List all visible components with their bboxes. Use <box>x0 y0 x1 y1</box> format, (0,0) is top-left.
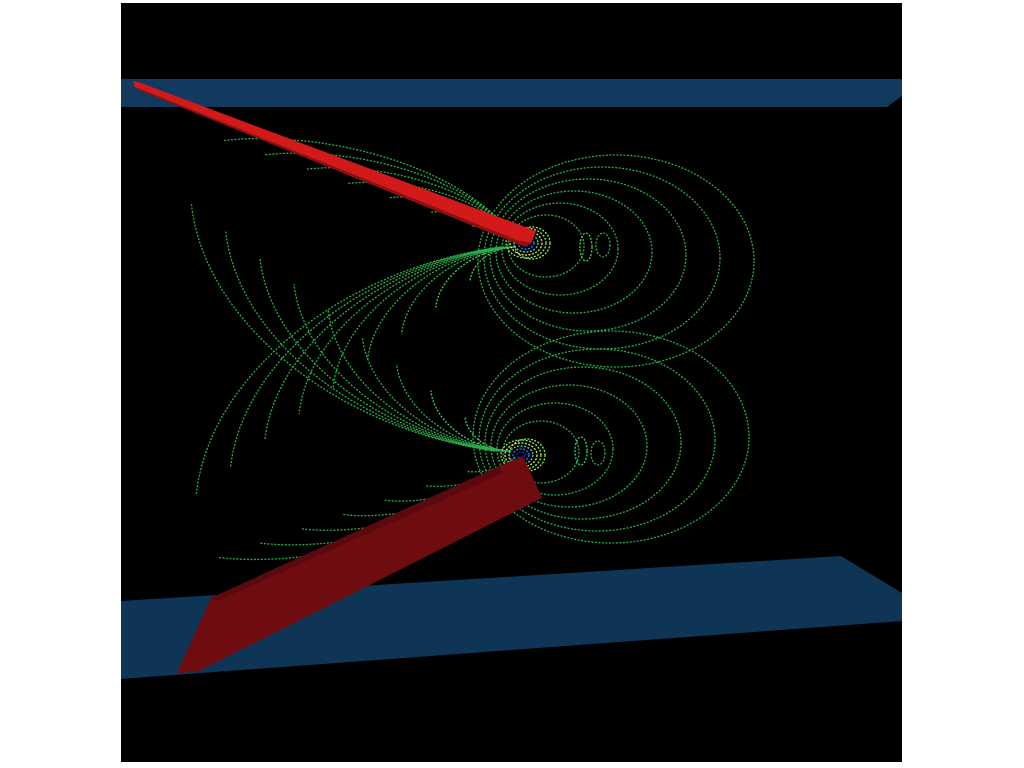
flow-visualization-scene <box>121 3 902 762</box>
wake-contour <box>495 190 653 314</box>
pressure-contour <box>400 246 513 335</box>
wake-contour <box>478 348 716 532</box>
pressure-contour <box>361 337 506 452</box>
pressure-contour <box>435 246 515 308</box>
pressure-contour <box>366 246 511 361</box>
vortex-contour <box>574 436 588 466</box>
vortex-contour <box>579 232 593 262</box>
lower-contour-field <box>190 204 750 561</box>
top-blade <box>133 81 536 243</box>
pressure-contour <box>293 283 502 452</box>
bottom-wall-plane <box>121 556 902 679</box>
wake-contour <box>501 202 619 296</box>
bottom-blade-edge <box>211 466 503 601</box>
wake-contour <box>502 420 580 484</box>
pressure-contour <box>464 416 512 452</box>
pressure-contour <box>469 246 517 282</box>
wake-contour <box>496 402 614 496</box>
wake-contour <box>507 214 585 278</box>
pressure-contour <box>222 137 521 242</box>
pressure-contour <box>190 204 496 452</box>
pressure-contour <box>224 230 498 452</box>
tip-contour <box>509 230 543 256</box>
wake-contour <box>484 366 682 520</box>
tip-contour <box>508 445 534 465</box>
cfd-render-viewport[interactable] <box>121 3 902 762</box>
vortex-contour <box>590 440 606 466</box>
tip-contour <box>500 439 542 471</box>
vortex-contour <box>595 232 611 258</box>
pressure-contour <box>430 390 510 452</box>
pressure-contour <box>259 257 500 452</box>
pressure-contour <box>395 363 508 452</box>
wake-contour <box>472 330 750 544</box>
pressure-contour <box>332 246 509 388</box>
wake-contour <box>489 178 687 332</box>
pressure-contour <box>229 246 503 468</box>
top-blade-shade <box>135 87 531 247</box>
pressure-contour <box>298 246 507 415</box>
top-wall-plane <box>121 79 902 107</box>
pressure-contour <box>264 246 505 441</box>
pressure-contour <box>327 310 504 452</box>
pressure-contour <box>195 246 501 494</box>
wake-contour <box>477 154 755 368</box>
pressure-contour <box>305 167 521 242</box>
wake-contour <box>483 166 721 350</box>
wake-contour <box>490 384 648 508</box>
bottom-blade <box>177 456 542 673</box>
